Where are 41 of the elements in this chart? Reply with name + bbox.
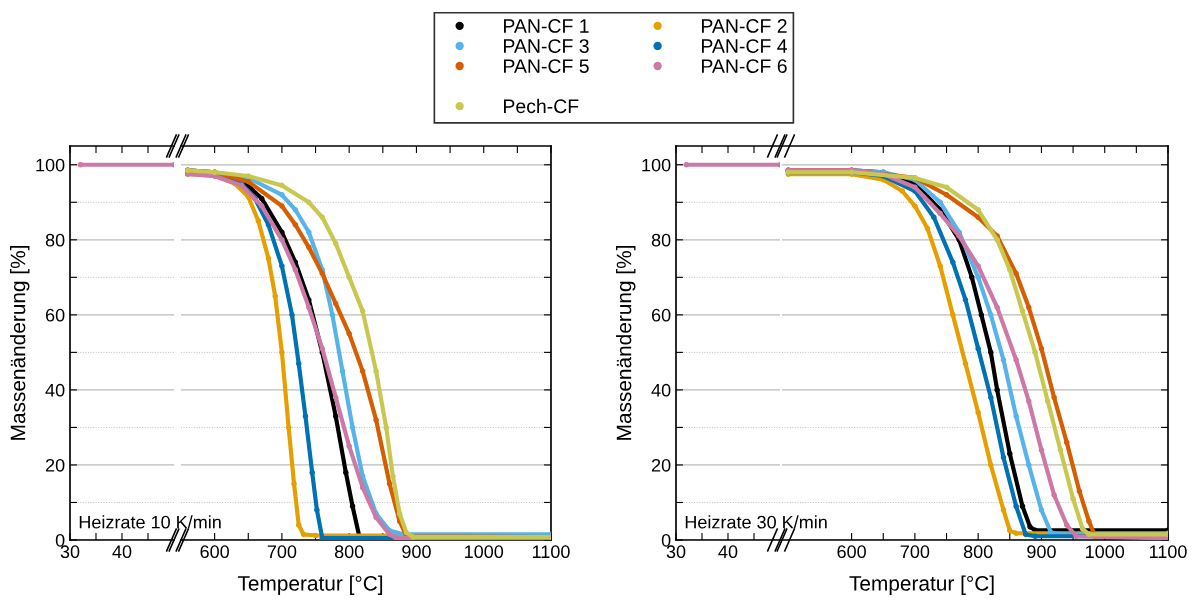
x-tick-label: 800: [963, 545, 993, 559]
x-tick-label: 40: [718, 545, 738, 559]
x-tick-label: 30: [666, 545, 686, 559]
y-axis-title: Massenänderung [%]: [616, 246, 636, 440]
y-tick-label: 0: [661, 533, 671, 547]
y-tick-label: 40: [45, 383, 65, 397]
y-tick-label: 80: [45, 233, 65, 247]
annotation: Heizrate 10 K/min: [79, 515, 221, 529]
x-tick-label: 1000: [465, 545, 504, 559]
y-tick-label: 100: [642, 158, 671, 172]
x-axis-title: Temperatur [°C]: [849, 575, 994, 595]
x-tick-label: 40: [112, 545, 132, 559]
legend-label: PAN-CF 4: [702, 39, 787, 53]
y-tick-label: 60: [45, 308, 65, 322]
x-tick-label: 700: [900, 545, 930, 559]
legend-label: PAN-CF 5: [504, 59, 589, 73]
x-tick-label: 700: [267, 545, 297, 559]
y-tick-label: 60: [651, 308, 671, 322]
x-tick-label: 600: [200, 545, 229, 559]
y-tick-label: 20: [45, 458, 65, 472]
x-tick-label: 900: [1027, 545, 1056, 559]
y-tick-label: 20: [651, 458, 671, 472]
x-axis-title: Temperatur [°C]: [237, 575, 383, 595]
y-tick-label: 80: [651, 233, 671, 247]
x-tick-label: 1000: [1086, 545, 1125, 559]
annotation: Heizrate 30 K/min: [685, 515, 827, 529]
legend-label: PAN-CF 3: [504, 39, 589, 53]
y-tick-label: 100: [36, 158, 65, 172]
legend-label: PAN-CF 1: [504, 19, 589, 33]
y-tick-label: 0: [55, 533, 65, 547]
legend-label: PAN-CF 6: [702, 59, 787, 73]
x-tick-label: 1100: [532, 545, 570, 559]
legend-label: Pech-CF: [504, 98, 579, 114]
x-tick-label: 30: [60, 545, 80, 559]
x-tick-label: 800: [334, 545, 364, 559]
x-tick-label: 1100: [1149, 545, 1187, 559]
y-tick-label: 40: [651, 383, 671, 397]
legend-label: PAN-CF 2: [702, 19, 787, 33]
x-tick-label: 900: [402, 545, 431, 559]
x-tick-label: 600: [837, 545, 866, 559]
y-axis-title: Massenänderung [%]: [10, 246, 30, 440]
